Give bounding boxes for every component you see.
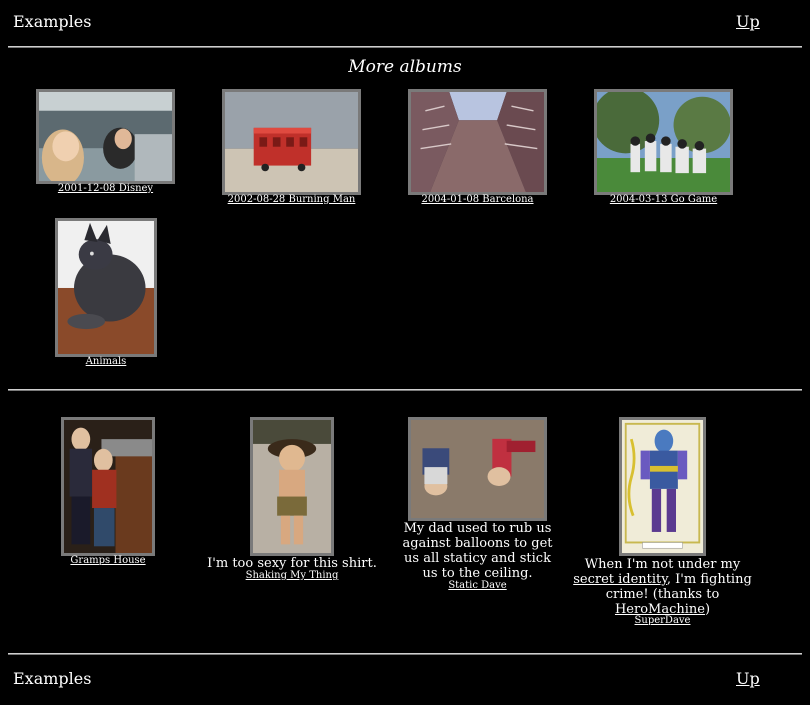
photo-thumbnail-superdave[interactable]	[619, 417, 706, 556]
photo-link[interactable]: Shaking My Thing	[245, 570, 339, 581]
photo-description: I'm too sexy for this shirt.	[207, 556, 377, 571]
photo-link[interactable]: Static Dave	[448, 580, 507, 591]
photo-thumbnail-gramps-house[interactable]	[61, 417, 155, 556]
album-link[interactable]: 2004-03-13 Go Game	[609, 194, 718, 205]
photo-thumbnail-shaking-my-thing[interactable]	[250, 417, 334, 556]
album-link[interactable]: 2001-12-08 Disney	[57, 183, 154, 194]
photo-link[interactable]: SuperDave	[634, 615, 691, 626]
photo-description: My dad used to rub us against balloons t…	[402, 521, 553, 581]
album-link[interactable]: 2004-01-08 Barcelona	[421, 194, 534, 205]
section-heading: More albums	[348, 57, 462, 77]
divider	[8, 46, 802, 48]
description-text: When I'm not under my	[584, 557, 741, 572]
divider	[8, 389, 802, 391]
divider	[8, 653, 802, 655]
photo-thumbnail-static-dave[interactable]	[408, 417, 547, 521]
album-thumbnail-burning-man[interactable]	[222, 89, 361, 195]
album-thumbnail-animals[interactable]	[55, 218, 157, 357]
nav-title: Examples	[13, 12, 92, 31]
secret-identity-link[interactable]: secret identity	[573, 572, 667, 587]
album-thumbnail-disney[interactable]	[36, 89, 175, 184]
nav-title: Examples	[13, 669, 92, 688]
album-link[interactable]: 2002-08-28 Burning Man	[227, 194, 356, 205]
description-text: )	[704, 602, 711, 617]
up-link[interactable]: Up	[736, 669, 760, 688]
album-link[interactable]: Animals	[85, 356, 127, 367]
photo-link[interactable]: Gramps House	[70, 555, 146, 566]
album-thumbnail-barcelona[interactable]	[408, 89, 547, 195]
description-text: , I'm fighting crime! (thanks to	[605, 572, 752, 602]
heromachine-link[interactable]: HeroMachine	[614, 602, 705, 617]
top-nav: Examples Up	[0, 0, 810, 40]
bottom-nav: Examples Up	[0, 657, 810, 697]
photo-description: When I'm not under my secret identity, I…	[572, 557, 753, 617]
album-thumbnail-go-game[interactable]	[594, 89, 733, 195]
up-link[interactable]: Up	[736, 12, 760, 31]
